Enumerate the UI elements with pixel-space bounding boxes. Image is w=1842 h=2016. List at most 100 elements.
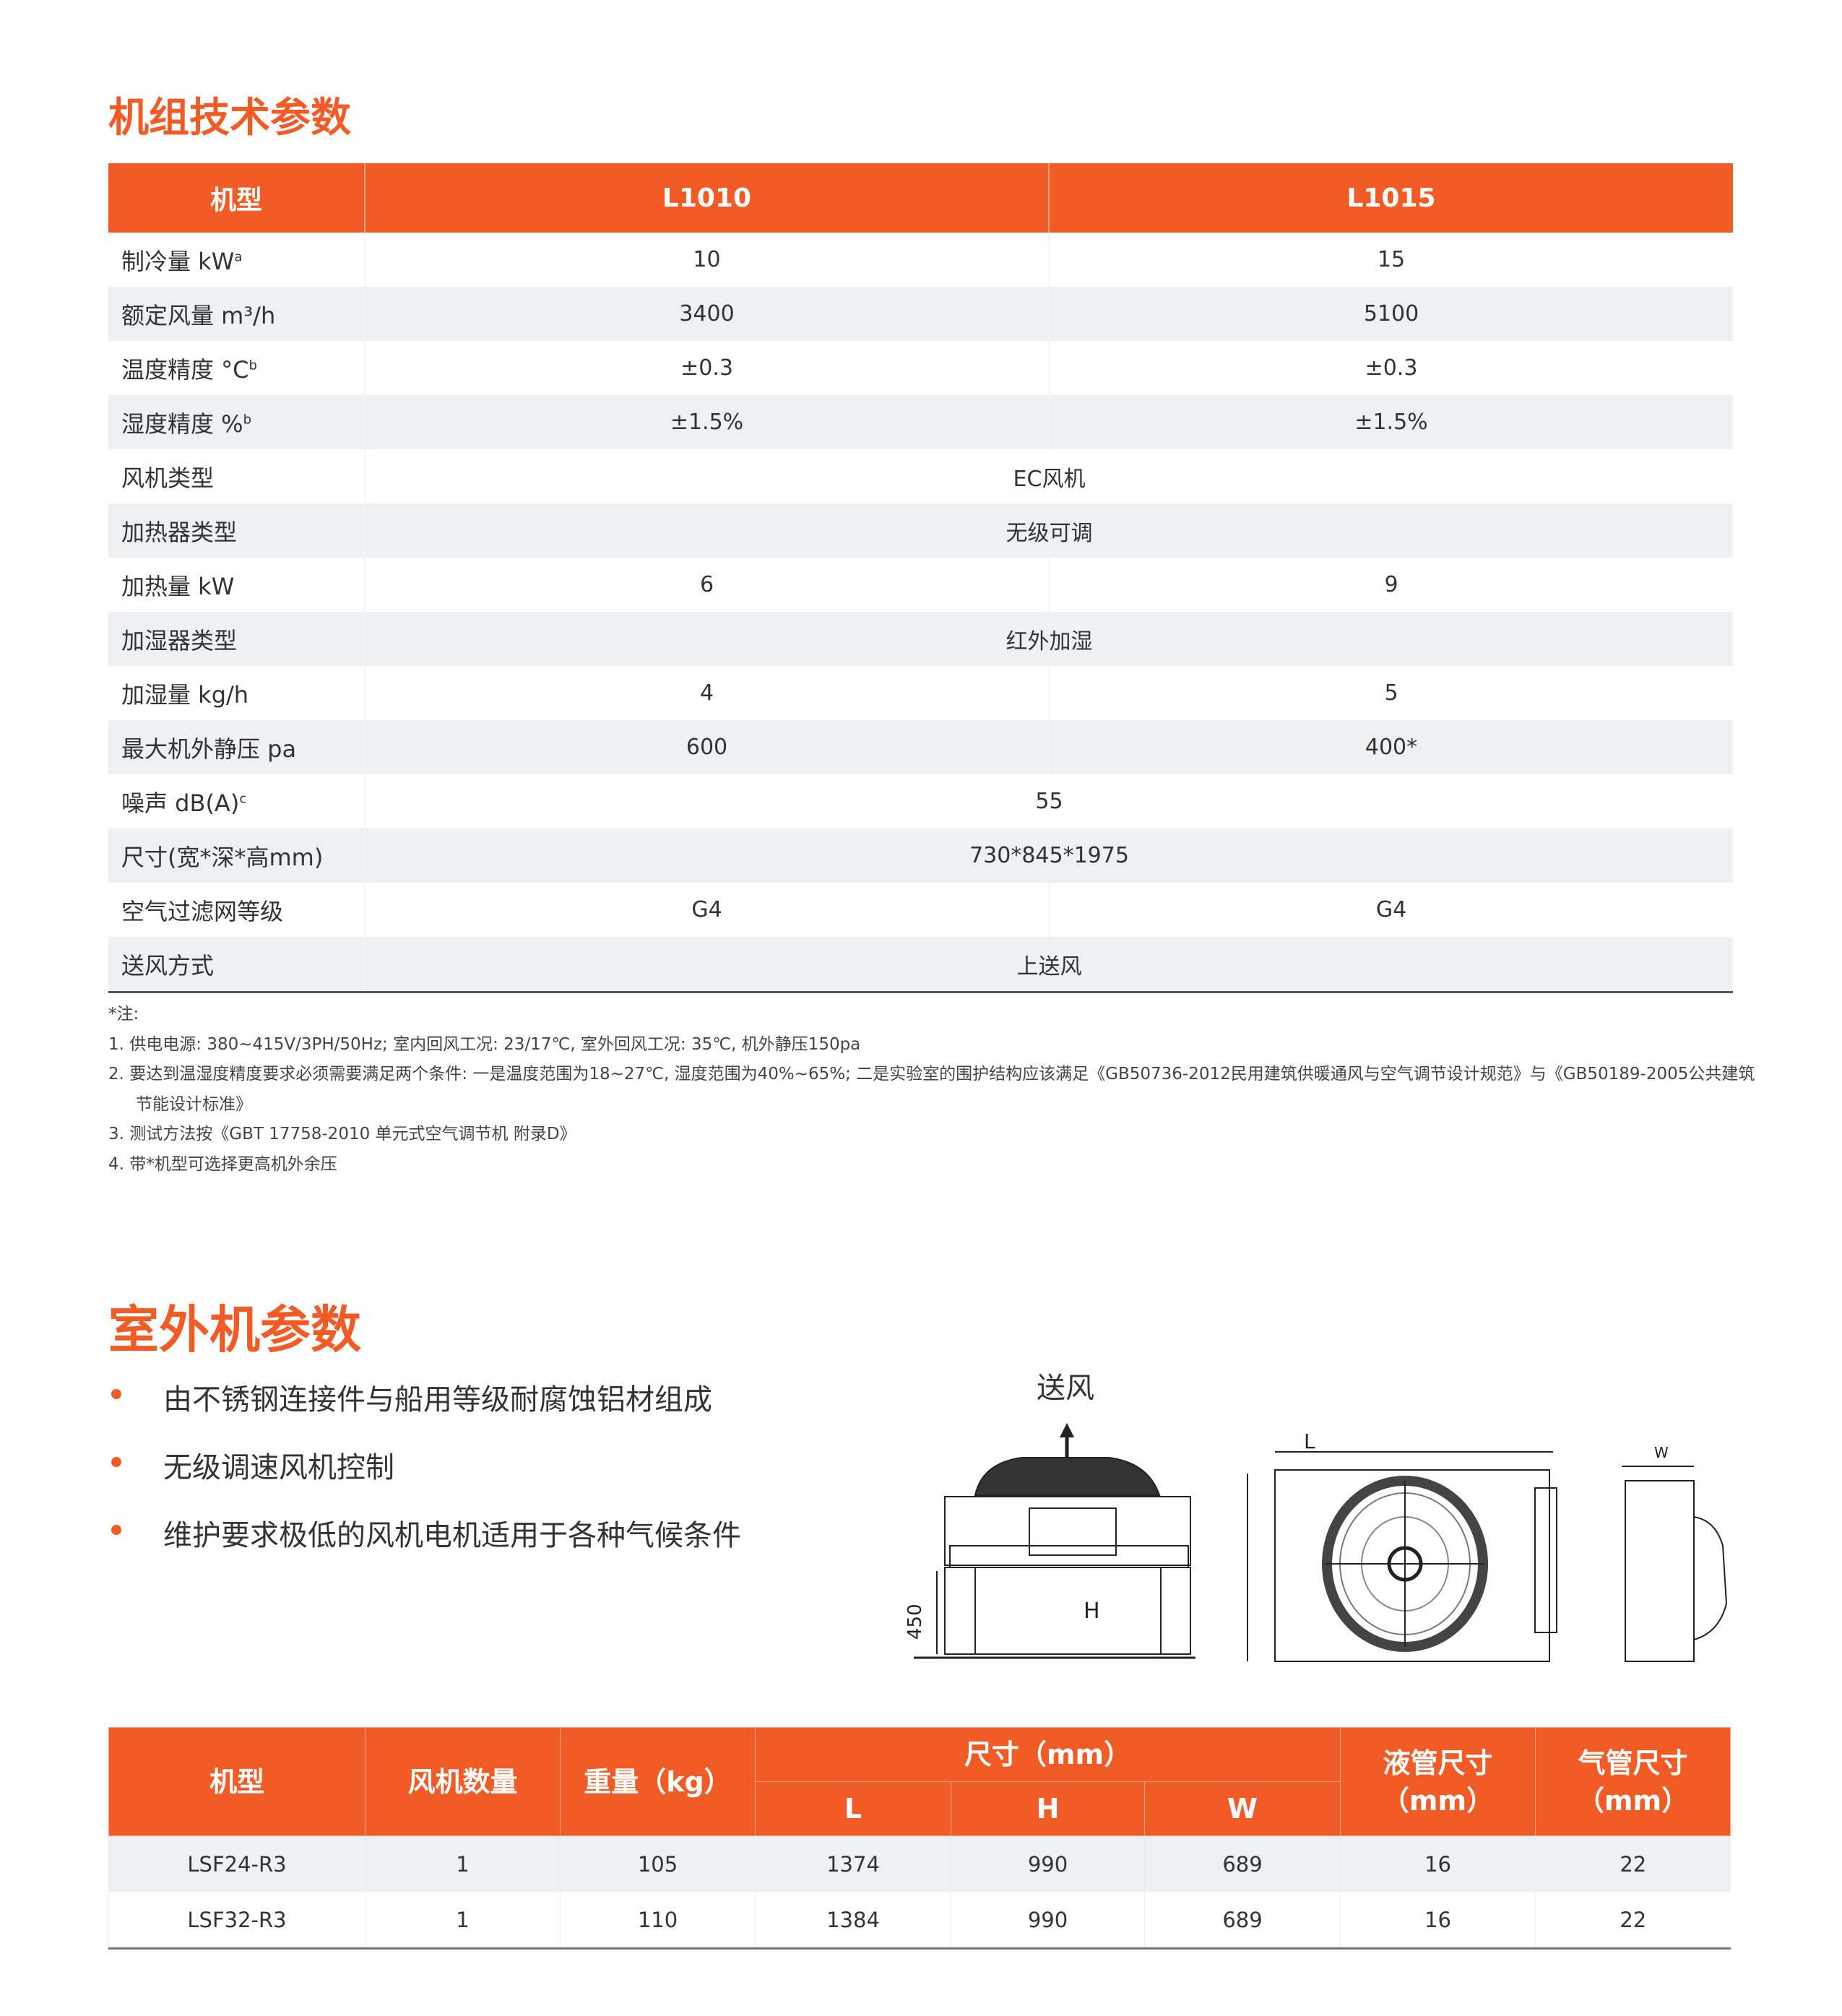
bullet-icon bbox=[111, 1389, 121, 1399]
spec-value-l1015: 5100 bbox=[1048, 287, 1733, 341]
header-l1010: L1010 bbox=[364, 163, 1049, 233]
spec-value-l1015: 9 bbox=[1048, 558, 1733, 612]
spec-label-text: 尺寸(宽*深*高mm) bbox=[121, 843, 324, 871]
spec-label-text: 加湿器类型 bbox=[121, 626, 238, 654]
spec-label: 风机类型 bbox=[108, 449, 365, 503]
spec-label-text: 加热量 kW bbox=[121, 572, 235, 600]
spec-row: 噪声 dB(A)c 55 bbox=[108, 774, 1733, 829]
header-model: 机型 bbox=[108, 163, 365, 233]
header-weight: 重量（kg） bbox=[560, 1727, 756, 1836]
header-fan-count: 风机数量 bbox=[365, 1727, 561, 1836]
bullet-icon bbox=[111, 1457, 121, 1467]
spec-value-l1010: 3400 bbox=[364, 287, 1049, 341]
h-label: H bbox=[1084, 1598, 1100, 1624]
outdoor-cell: 990 bbox=[951, 1835, 1145, 1892]
spec-value-l1015: ±0.3 bbox=[1048, 341, 1733, 395]
header-w: W bbox=[1143, 1781, 1341, 1836]
spec-label-text: 空气过滤网等级 bbox=[121, 897, 284, 925]
feature-item: 维护要求极低的风机电机适用于各种气候条件 bbox=[108, 1512, 741, 1580]
note-item: 1. 供电电源: 380~415V/3PH/50Hz; 室内回风工况: 23/1… bbox=[108, 1034, 861, 1054]
outdoor-row: LSF24-R3 1 105 1374 990 689 16 22 bbox=[108, 1835, 1731, 1892]
spec-row: 加热器类型 无级可调 bbox=[108, 503, 1733, 558]
airflow-label: 送风 bbox=[1037, 1372, 1094, 1405]
footnote-marker: c bbox=[239, 790, 247, 806]
outdoor-cell: 1 bbox=[365, 1892, 561, 1949]
header-size: 尺寸（mm） bbox=[754, 1727, 1341, 1782]
spec-value-l1010: 10 bbox=[364, 233, 1049, 287]
spec-label: 加湿器类型 bbox=[108, 612, 365, 666]
outdoor-cell: 22 bbox=[1535, 1835, 1731, 1892]
spec-label: 加湿量 kg/h bbox=[108, 666, 365, 720]
outdoor-cell: 689 bbox=[1143, 1835, 1341, 1892]
footnote-marker: b bbox=[248, 357, 257, 373]
spec-label-text: 加湿量 kg/h bbox=[121, 680, 249, 709]
spec-row: 风机类型 EC风机 bbox=[108, 449, 1733, 503]
spec-value-l1015: ±1.5% bbox=[1048, 395, 1733, 449]
spec-label-text: 送风方式 bbox=[121, 951, 215, 979]
spec-row: 送风方式 上送风 bbox=[108, 937, 1733, 992]
outdoor-cell: 110 bbox=[560, 1892, 756, 1949]
spec-label-text: 风机类型 bbox=[121, 464, 215, 492]
spec-label: 制冷量 kWa bbox=[108, 233, 365, 287]
spec-value-shared: EC风机 bbox=[364, 449, 1733, 503]
header-model: 机型 bbox=[108, 1727, 366, 1836]
header-gas-pipe: 气管尺寸（mm） bbox=[1535, 1727, 1731, 1836]
feature-list: 由不锈钢连接件与船用等级耐腐蚀铝材组成 无级调速风机控制 维护要求极低的风机电机… bbox=[108, 1376, 741, 1580]
spec-row: 湿度精度 %b ±1.5% ±1.5% bbox=[108, 395, 1733, 449]
spec-label: 加热器类型 bbox=[108, 503, 365, 558]
spec-label: 加热量 kW bbox=[108, 558, 365, 612]
outdoor-cell: 16 bbox=[1340, 1835, 1536, 1892]
spec-row: 尺寸(宽*深*高mm) 730*845*1975 bbox=[108, 829, 1733, 883]
spec-value-l1010: ±1.5% bbox=[364, 395, 1049, 449]
spec-row: 制冷量 kWa 10 15 bbox=[108, 233, 1733, 287]
outdoor-cell: 1384 bbox=[755, 1892, 951, 1949]
spec-value-l1015: 5 bbox=[1048, 666, 1733, 720]
note-item: 3. 测试方法按《GBT 17758-2010 单元式空气调节机 附录D》 bbox=[108, 1125, 576, 1143]
note-item: 2. 要达到温湿度精度要求必须需要满足两个条件: 一是温度范围为18~27℃, … bbox=[108, 1065, 1755, 1114]
notes: *注: 1. 供电电源: 380~415V/3PH/50Hz; 室内回风工况: … bbox=[108, 1000, 1761, 1180]
outdoor-cell: 689 bbox=[1143, 1892, 1341, 1949]
spec-value-shared: 上送风 bbox=[364, 937, 1733, 992]
feature-text: 由不锈钢连接件与船用等级耐腐蚀铝材组成 bbox=[163, 1383, 712, 1416]
outdoor-unit-table: 机型 风机数量 重量（kg） 尺寸（mm） 液管尺寸（mm） 气管尺寸（mm） … bbox=[108, 1727, 1731, 1950]
spec-value-l1015: 400* bbox=[1048, 720, 1733, 774]
section-title-unit-specs: 机组技术参数 bbox=[108, 95, 351, 142]
l-label: L bbox=[1304, 1429, 1315, 1453]
spec-value-shared: 730*845*1975 bbox=[364, 829, 1733, 883]
spec-value-l1010: 6 bbox=[364, 558, 1049, 612]
spec-label: 送风方式 bbox=[108, 937, 365, 992]
spec-label: 湿度精度 %b bbox=[108, 395, 365, 449]
spec-label: 空气过滤网等级 bbox=[108, 883, 365, 937]
outdoor-row: LSF32-R3 1 110 1384 990 689 16 22 bbox=[108, 1892, 1731, 1949]
header-h: H bbox=[951, 1781, 1145, 1836]
outdoor-cell: 1 bbox=[365, 1835, 561, 1892]
note-item: 4. 带*机型可选择更高机外余压 bbox=[108, 1154, 337, 1174]
spec-row: 加热量 kW 6 9 bbox=[108, 558, 1733, 612]
footnote-marker: b bbox=[243, 411, 252, 427]
spec-value-shared: 55 bbox=[364, 774, 1733, 829]
spec-label-text: 制冷量 kW bbox=[121, 247, 235, 275]
spec-label-text: 温度精度 °C bbox=[121, 355, 249, 384]
spec-row: 最大机外静压 pa 600 400* bbox=[108, 720, 1733, 774]
outdoor-cell: LSF24-R3 bbox=[108, 1835, 366, 1892]
end-view-drawing: W bbox=[1622, 1444, 1728, 1662]
arrow-head-icon bbox=[1060, 1423, 1074, 1437]
spec-label-text: 最大机外静压 pa bbox=[121, 735, 297, 763]
spec-value-l1010: G4 bbox=[364, 883, 1049, 937]
w-label: W bbox=[1654, 1444, 1669, 1461]
footnote-marker: a bbox=[234, 248, 243, 264]
outdoor-cell: 1374 bbox=[755, 1835, 951, 1892]
spec-label-text: 额定风量 m³/h bbox=[121, 301, 276, 329]
header-l: L bbox=[755, 1781, 951, 1836]
spec-label-text: 噪声 dB(A) bbox=[121, 789, 240, 817]
spec-value-shared: 红外加湿 bbox=[364, 612, 1733, 666]
spec-row: 温度精度 °Cb ±0.3 ±0.3 bbox=[108, 341, 1733, 395]
spec-value-shared: 无级可调 bbox=[364, 503, 1733, 558]
spec-value-l1010: ±0.3 bbox=[364, 341, 1049, 395]
bullet-icon bbox=[111, 1525, 121, 1535]
spec-label: 额定风量 m³/h bbox=[108, 287, 365, 341]
feature-text: 无级调速风机控制 bbox=[163, 1451, 394, 1484]
spec-value-l1015: G4 bbox=[1048, 883, 1733, 937]
outdoor-cell: 22 bbox=[1535, 1892, 1731, 1949]
feature-item: 由不锈钢连接件与船用等级耐腐蚀铝材组成 bbox=[108, 1376, 741, 1444]
